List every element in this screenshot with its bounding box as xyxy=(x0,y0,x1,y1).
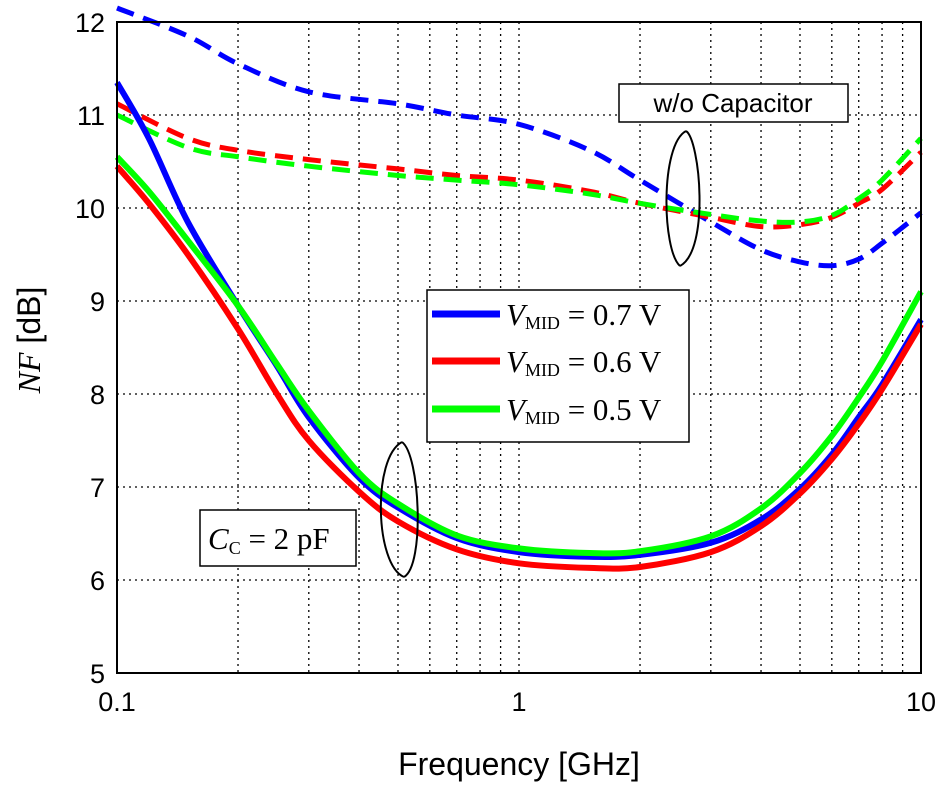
x-tick-label: 10 xyxy=(906,687,936,717)
annotation-without-capacitor: w/o Capacitor xyxy=(618,83,849,267)
annotation-with-capacitor-ellipse xyxy=(379,441,419,578)
legend-label-0: VMID = 0.7 V xyxy=(506,297,662,333)
annotation-with-capacitor: CC = 2 pF xyxy=(199,441,419,578)
x-tick-label: 1 xyxy=(511,687,526,717)
legend-label-1: VMID = 0.6 V xyxy=(506,344,662,380)
y-axis-label: NF [dB] xyxy=(11,287,47,395)
plot-frame xyxy=(116,21,922,674)
annotation-with-capacitor-box xyxy=(199,509,357,567)
series-line-5 xyxy=(115,112,923,225)
y-tick-label: 12 xyxy=(75,8,105,38)
x-axis-label: Frequency [GHz] xyxy=(398,746,640,782)
annotation-without-capacitor-text: w/o Capacitor xyxy=(653,88,813,118)
y-tick-label: 9 xyxy=(90,287,105,317)
y-tick-label: 7 xyxy=(90,473,105,503)
y-tick-label: 6 xyxy=(90,566,105,596)
series-line-2 xyxy=(114,154,924,557)
y-tick-label: 5 xyxy=(90,659,105,689)
legend: VMID = 0.7 V VMID = 0.6 V VMID = 0.5 V xyxy=(426,289,690,443)
series-lines xyxy=(114,5,924,572)
y-tick-label: 11 xyxy=(77,101,105,131)
y-axis-label-unit: [dB] xyxy=(11,287,47,353)
legend-label-2: VMID = 0.5 V xyxy=(506,392,662,428)
y-tick-label: 8 xyxy=(90,380,105,410)
y-tick-label: 10 xyxy=(75,194,105,224)
series-line-1 xyxy=(114,164,924,572)
annotation-with-capacitor-text: CC = 2 pF xyxy=(208,521,330,558)
x-tick-label: 0.1 xyxy=(98,687,136,717)
annotation-without-capacitor-ellipse xyxy=(665,130,701,267)
y-axis-label-symbol: NF xyxy=(11,352,47,394)
tick-labels: 5 6 7 8 9 10 11 12 0.1 1 10 xyxy=(75,8,936,717)
series-line-3 xyxy=(116,5,923,269)
annotation-without-capacitor-box xyxy=(618,83,849,123)
